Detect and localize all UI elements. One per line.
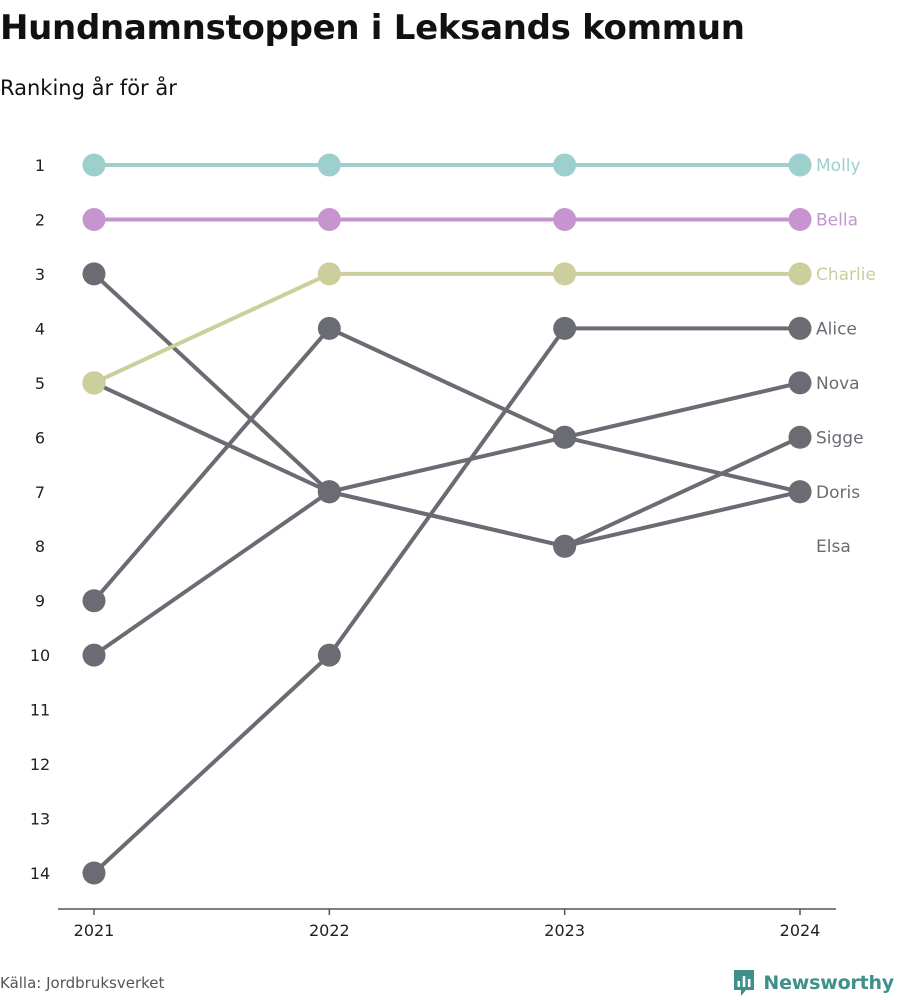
data-point-nova — [788, 371, 812, 395]
data-point-doris — [317, 480, 341, 504]
data-point-elsa — [317, 316, 341, 340]
series-line-charlie — [92, 271, 802, 385]
x-tick-label: 2023 — [544, 921, 585, 940]
source-note: Källa: Jordbruksverket — [0, 974, 165, 992]
data-point-bella — [788, 207, 812, 231]
data-point-molly — [82, 153, 106, 177]
data-point-bella — [82, 207, 106, 231]
x-tick-label: 2022 — [309, 921, 350, 940]
y-tick-label: 12 — [30, 755, 50, 774]
chart-title: Hundnamnstoppen i Leksands kommun — [0, 8, 745, 48]
chart-subtitle: Ranking år för år — [0, 76, 177, 100]
end-label-charlie: Charlie — [816, 265, 876, 285]
data-point-alice — [317, 643, 341, 667]
brand-name: Newsworthy — [763, 972, 894, 994]
newsworthy-logo-icon — [734, 970, 755, 996]
data-point-nova — [82, 643, 106, 667]
data-point-molly — [788, 153, 812, 177]
y-tick-label: 14 — [30, 864, 50, 883]
data-point-molly — [317, 153, 341, 177]
series-line-nova — [92, 380, 802, 658]
series-line-alice — [92, 326, 802, 875]
y-tick-label: 13 — [30, 810, 50, 829]
end-label-alice: Alice — [816, 319, 857, 339]
data-point-bella — [553, 207, 577, 231]
end-label-doris: Doris — [816, 483, 860, 503]
end-label-sigge: Sigge — [816, 428, 864, 448]
y-tick-label: 8 — [35, 537, 45, 556]
y-tick-label: 7 — [35, 483, 45, 502]
data-point-doris — [553, 534, 577, 558]
data-point-elsa — [788, 480, 812, 504]
y-tick-label: 1 — [35, 156, 45, 175]
end-label-nova: Nova — [816, 374, 860, 394]
y-tick-label: 4 — [35, 319, 45, 338]
y-tick-label: 10 — [30, 646, 50, 665]
y-tick-label: 2 — [35, 210, 45, 229]
y-tick-label: 5 — [35, 374, 45, 393]
data-point-charlie-half — [82, 371, 94, 395]
data-point-elsa — [82, 589, 106, 613]
data-point-elsa — [553, 425, 577, 449]
data-point-alice — [553, 316, 577, 340]
end-label-molly: Molly — [816, 156, 861, 176]
series-line-elsa — [92, 326, 802, 603]
data-point-doris — [82, 262, 106, 286]
brand-logo[interactable]: Newsworthy — [732, 968, 894, 998]
y-tick-label: 3 — [35, 265, 45, 284]
data-point-charlie — [788, 262, 812, 286]
data-point-charlie — [553, 262, 577, 286]
y-tick-label: 9 — [35, 592, 45, 611]
data-point-charlie — [317, 262, 341, 286]
data-point-alice — [82, 861, 106, 885]
data-point-alice — [788, 316, 812, 340]
x-tick-label: 2021 — [74, 921, 115, 940]
data-point-bella — [317, 207, 341, 231]
x-tick-label: 2024 — [780, 921, 821, 940]
data-point-molly — [553, 153, 577, 177]
end-label-bella: Bella — [816, 210, 858, 230]
series-line-doris — [92, 271, 802, 549]
end-label-elsa: Elsa — [816, 537, 851, 557]
y-tick-label: 11 — [30, 701, 50, 720]
data-point-sigge — [788, 425, 812, 449]
y-tick-label: 6 — [35, 428, 45, 447]
